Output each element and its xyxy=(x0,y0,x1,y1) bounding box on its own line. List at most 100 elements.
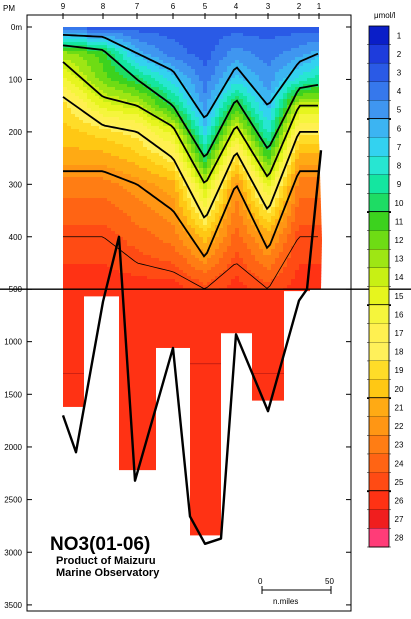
section-cell xyxy=(155,96,160,100)
section-cell xyxy=(215,57,220,61)
section-cell xyxy=(95,285,100,289)
section-cell xyxy=(203,60,208,64)
section-cell xyxy=(87,282,92,286)
section-cell xyxy=(191,234,196,238)
section-cell xyxy=(259,264,264,268)
section-cell xyxy=(231,84,236,88)
section-cell xyxy=(279,60,284,64)
section-cell xyxy=(187,273,192,277)
section-cell xyxy=(283,111,288,115)
section-cell xyxy=(247,276,252,280)
section-cell xyxy=(179,48,184,52)
section-cell xyxy=(255,285,260,289)
section-cell xyxy=(247,279,252,283)
section-cell xyxy=(243,240,248,244)
section-cell xyxy=(215,237,220,241)
section-cell xyxy=(211,60,216,64)
section-cell xyxy=(155,216,160,220)
section-cell xyxy=(275,240,280,244)
section-cell xyxy=(103,189,108,193)
section-cell xyxy=(239,42,244,46)
section-cell xyxy=(207,228,212,232)
section-cell xyxy=(123,87,128,91)
section-cell xyxy=(147,234,152,238)
section-cell xyxy=(135,180,140,184)
section-cell xyxy=(279,210,284,214)
section-cell xyxy=(211,120,216,124)
section-cell xyxy=(259,171,264,175)
section-cell xyxy=(283,234,288,238)
section-cell xyxy=(211,213,216,217)
section-cell xyxy=(275,108,280,112)
section-cell xyxy=(127,42,132,46)
section-cell xyxy=(79,276,84,280)
section-cell xyxy=(139,33,144,37)
section-cell xyxy=(171,276,176,280)
section-cell xyxy=(219,255,224,259)
section-cell xyxy=(99,252,104,256)
section-cell xyxy=(231,60,236,64)
section-cell xyxy=(75,228,80,232)
section-cell xyxy=(271,135,276,139)
section-cell xyxy=(227,225,232,229)
section-cell xyxy=(195,27,200,31)
section-cell xyxy=(95,228,100,232)
section-cell xyxy=(179,183,184,187)
section-cell xyxy=(167,186,172,190)
section-cell xyxy=(183,120,188,124)
section-cell xyxy=(243,207,248,211)
section-cell xyxy=(147,279,152,283)
section-cell xyxy=(279,111,284,115)
section-cell xyxy=(215,246,220,250)
section-cell xyxy=(235,72,240,76)
section-cell xyxy=(63,117,68,121)
section-cell xyxy=(235,27,240,31)
section-cell xyxy=(235,273,240,277)
section-cell xyxy=(275,39,280,43)
section-cell xyxy=(79,156,84,160)
section-cell xyxy=(243,219,248,223)
section-cell xyxy=(179,204,184,208)
section-cell xyxy=(187,204,192,208)
section-cell xyxy=(227,87,232,91)
section-cell xyxy=(283,63,288,67)
section-cell xyxy=(239,162,244,166)
section-cell xyxy=(187,276,192,280)
section-cell xyxy=(127,279,132,283)
section-cell xyxy=(251,45,256,49)
section-cell xyxy=(99,222,104,226)
section-cell xyxy=(131,54,136,58)
section-cell xyxy=(187,177,192,181)
section-cell xyxy=(119,204,124,208)
section-cell xyxy=(235,210,240,214)
section-cell xyxy=(231,48,236,52)
section-cell xyxy=(131,69,136,73)
section-cell xyxy=(127,189,132,193)
section-cell xyxy=(195,60,200,64)
section-cell xyxy=(115,258,120,262)
section-cell xyxy=(183,234,188,238)
section-cell xyxy=(79,213,84,217)
section-cell xyxy=(111,96,116,100)
section-cell xyxy=(131,48,136,52)
section-cell xyxy=(147,162,152,166)
section-cell xyxy=(119,246,124,250)
section-cell xyxy=(187,162,192,166)
section-cell xyxy=(159,240,164,244)
section-cell xyxy=(163,69,168,73)
section-cell xyxy=(239,48,244,52)
section-cell xyxy=(143,162,148,166)
section-cell xyxy=(155,195,160,199)
section-cell xyxy=(187,180,192,184)
section-cell xyxy=(175,126,180,130)
section-cell xyxy=(243,36,248,40)
section-cell xyxy=(255,96,260,100)
section-cell xyxy=(111,276,116,280)
section-cell xyxy=(271,168,276,172)
section-cell xyxy=(83,279,88,283)
section-cell xyxy=(111,60,116,64)
section-cell xyxy=(111,204,116,208)
section-cell xyxy=(223,192,228,196)
section-cell xyxy=(111,231,116,235)
section-cell xyxy=(111,72,116,76)
